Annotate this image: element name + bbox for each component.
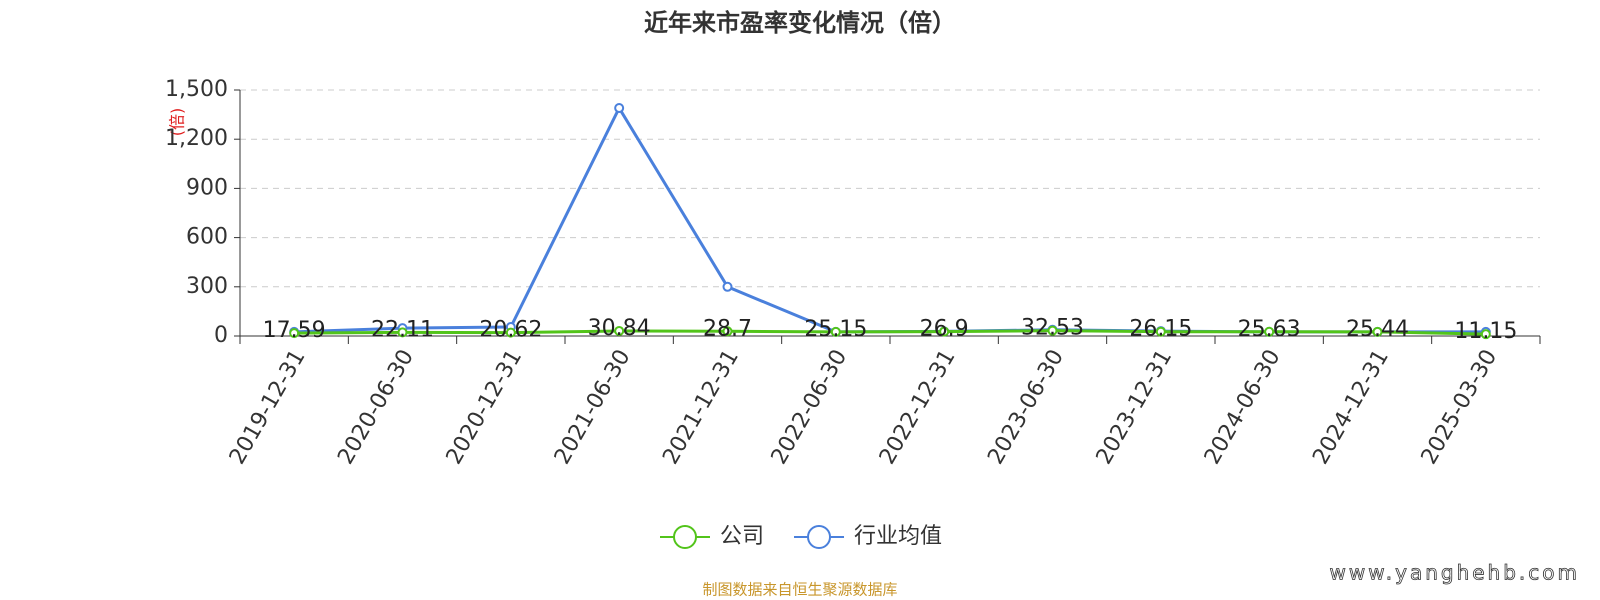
- legend-marker: [673, 525, 697, 549]
- point: [830, 326, 841, 337]
- y-axis-label: (倍): [168, 108, 187, 137]
- series-line: [294, 329, 1486, 336]
- point: [289, 328, 300, 339]
- data-label: 20.62: [479, 318, 542, 343]
- point: [505, 327, 516, 338]
- data-label: 26.15: [1129, 317, 1192, 342]
- data-label: 22.11: [371, 317, 434, 342]
- x-tick-label: 2023-12-31: [1092, 346, 1178, 469]
- point: [1480, 329, 1491, 340]
- y-tick-label: 0: [214, 323, 228, 348]
- point: [1047, 325, 1058, 336]
- x-tick-label: 2024-06-30: [1200, 346, 1286, 469]
- point: [397, 327, 408, 338]
- y-tick-label: 1,500: [165, 77, 228, 102]
- legend-label: 公司: [720, 524, 764, 549]
- x-tick-label: 2022-12-31: [875, 346, 961, 469]
- data-label: 26.9: [920, 317, 969, 342]
- series-line: [294, 104, 1486, 334]
- y-tick-label: 600: [186, 225, 228, 250]
- legend-label: 行业均值: [854, 524, 942, 549]
- x-tick-label: 2025-03-30: [1417, 346, 1503, 469]
- point: [614, 103, 625, 114]
- point: [614, 325, 625, 336]
- point: [1155, 326, 1166, 337]
- point: [1264, 326, 1275, 337]
- data-label: 30.84: [588, 316, 651, 341]
- watermark: www.yanghehb.com: [1330, 561, 1580, 585]
- x-tick-label: 2020-12-31: [442, 346, 528, 469]
- source-note: 制图数据来自恒生聚源数据库: [702, 581, 897, 599]
- x-tick-label: 2020-06-30: [333, 346, 419, 469]
- data-label: 17.59: [263, 318, 326, 343]
- data-label: 25.15: [804, 317, 867, 342]
- y-tick-label: 300: [186, 274, 228, 299]
- x-tick-label: 2024-12-31: [1308, 346, 1394, 469]
- data-label: 28.7: [703, 316, 752, 341]
- x-tick-label: 2021-12-31: [658, 346, 744, 469]
- data-label: 11.15: [1454, 319, 1517, 344]
- data-label: 32.53: [1021, 316, 1084, 341]
- point: [722, 281, 733, 292]
- y-tick-label: 1,200: [165, 126, 228, 151]
- x-tick-label: 2023-06-30: [983, 346, 1069, 469]
- data-label: 25.44: [1346, 317, 1409, 342]
- legend-marker: [807, 525, 832, 549]
- chart-title: 近年来市盈率变化情况（倍）: [644, 9, 956, 37]
- point: [939, 326, 950, 337]
- y-tick-label: 900: [186, 175, 228, 200]
- x-tick-label: 2019-12-31: [225, 346, 311, 469]
- point: [722, 326, 733, 337]
- data-label: 25.63: [1238, 317, 1301, 342]
- x-tick-label: 2021-06-30: [550, 346, 636, 469]
- point: [1372, 326, 1383, 337]
- x-tick-label: 2022-06-30: [767, 346, 853, 469]
